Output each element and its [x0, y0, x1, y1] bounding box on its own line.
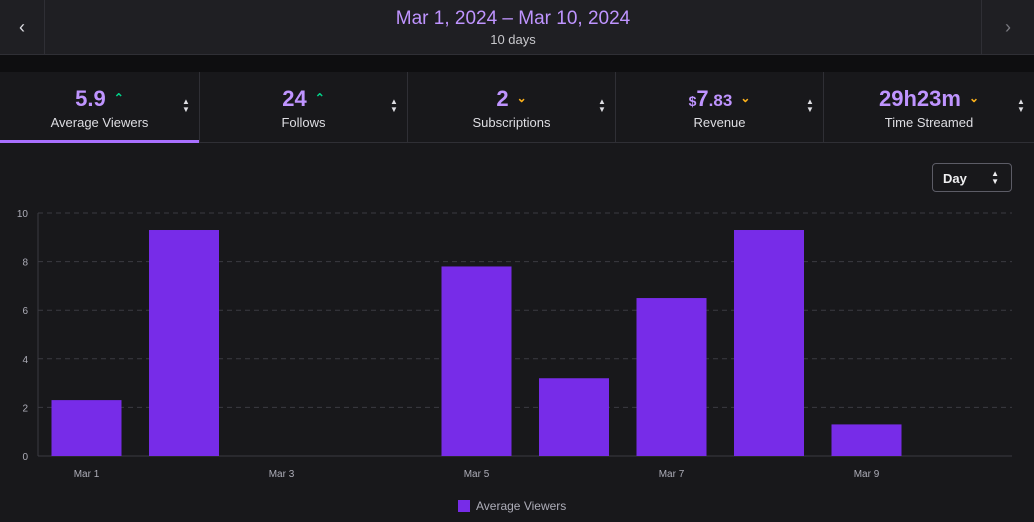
tab-revenue[interactable]: $7.83 ⌄ Revenue ▲ ▼ — [616, 72, 824, 142]
average-viewers-chart: 0 2 4 6 8 10 Mar 1 Mar 3 Mar 5 Mar 7 Mar 9 — [17, 209, 1012, 480]
bar-mar-6[interactable] — [539, 378, 609, 456]
x-tick-label: Mar 5 — [464, 469, 490, 480]
metric-value: 29h23m — [878, 86, 961, 111]
bar-mar-8[interactable] — [734, 230, 804, 456]
trend-down-icon: ⌄ — [516, 91, 527, 105]
separator — [0, 55, 1034, 72]
currency-symbol: $ — [688, 93, 697, 109]
y-tick-label: 10 — [17, 209, 29, 220]
date-range-title: Mar 1, 2024 – Mar 10, 2024 — [395, 8, 631, 29]
tab-time-streamed[interactable]: 29h23m ⌄ Time Streamed ▲ ▼ — [824, 72, 1034, 142]
y-tick-label: 8 — [22, 258, 28, 269]
granularity-select[interactable]: Day ▲ ▼ — [932, 163, 1012, 192]
x-tick-label: Mar 3 — [269, 469, 295, 480]
chevron-right-icon: › — [1005, 16, 1011, 37]
y-tick-label: 4 — [22, 355, 28, 366]
date-range: Mar 1, 2024 – Mar 10, 2024 10 days — [44, 7, 982, 49]
chart-legend: Average Viewers — [458, 499, 566, 513]
metric-value: 24 — [282, 86, 307, 111]
tab-subscriptions[interactable]: 2 ⌄ Subscriptions ▲ ▼ — [408, 72, 616, 142]
sort-icon[interactable]: ▲ ▼ — [1017, 97, 1025, 114]
date-range-duration: 10 days — [490, 32, 536, 47]
bar-mar-9[interactable] — [831, 424, 902, 456]
metric-value: 2 — [496, 86, 509, 111]
metric-value-cents: .83 — [708, 91, 733, 110]
y-tick-label: 6 — [22, 306, 28, 317]
next-range-button[interactable]: › — [981, 0, 1034, 54]
sort-icon[interactable]: ▲ ▼ — [598, 97, 606, 114]
trend-up-icon: ⌃ — [113, 91, 124, 105]
tab-average-viewers[interactable]: 5.9 ⌃ Average Viewers ▲ ▼ — [0, 72, 200, 143]
bar-mar-7[interactable] — [636, 298, 707, 456]
metric-tabs: 5.9 ⌃ Average Viewers ▲ ▼ 24 ⌃ Follows ▲ ▼ 2… — [0, 72, 1034, 143]
trend-up-icon: ⌃ — [314, 91, 325, 105]
metric-label: Revenue — [693, 115, 746, 130]
sort-icon[interactable]: ▲ ▼ — [390, 97, 398, 114]
metric-label: Subscriptions — [472, 115, 551, 130]
metric-label: Follows — [281, 115, 326, 130]
metric-label: Time Streamed — [884, 115, 974, 130]
metric-value: 7 — [696, 86, 709, 111]
legend-label: Average Viewers — [476, 499, 567, 513]
x-tick-label: Mar 1 — [74, 469, 100, 480]
metric-value: 5.9 — [75, 86, 106, 111]
legend-swatch — [458, 500, 470, 512]
sort-icon[interactable]: ▲ ▼ — [182, 97, 190, 114]
granularity-value: Day — [943, 171, 967, 186]
bar-mar-5[interactable] — [441, 266, 512, 456]
x-tick-label: Mar 7 — [659, 469, 685, 480]
trend-down-icon: ⌄ — [968, 91, 979, 105]
sort-icon[interactable]: ▲ ▼ — [806, 97, 814, 114]
date-range-bar: ‹ Mar 1, 2024 – Mar 10, 2024 10 days › — [0, 0, 1034, 55]
previous-range-button[interactable]: ‹ — [0, 0, 45, 54]
y-tick-label: 0 — [22, 452, 28, 463]
chevron-left-icon: ‹ — [19, 16, 25, 37]
bar-mar-1[interactable] — [51, 400, 122, 456]
chevron-updown-icon: ▲ ▼ — [991, 169, 999, 186]
x-tick-label: Mar 9 — [854, 469, 880, 480]
tab-follows[interactable]: 24 ⌃ Follows ▲ ▼ — [200, 72, 408, 142]
y-tick-label: 2 — [22, 403, 28, 414]
trend-down-icon: ⌄ — [740, 91, 751, 105]
bar-mar-2[interactable] — [149, 230, 219, 456]
metric-label: Average Viewers — [50, 115, 149, 130]
